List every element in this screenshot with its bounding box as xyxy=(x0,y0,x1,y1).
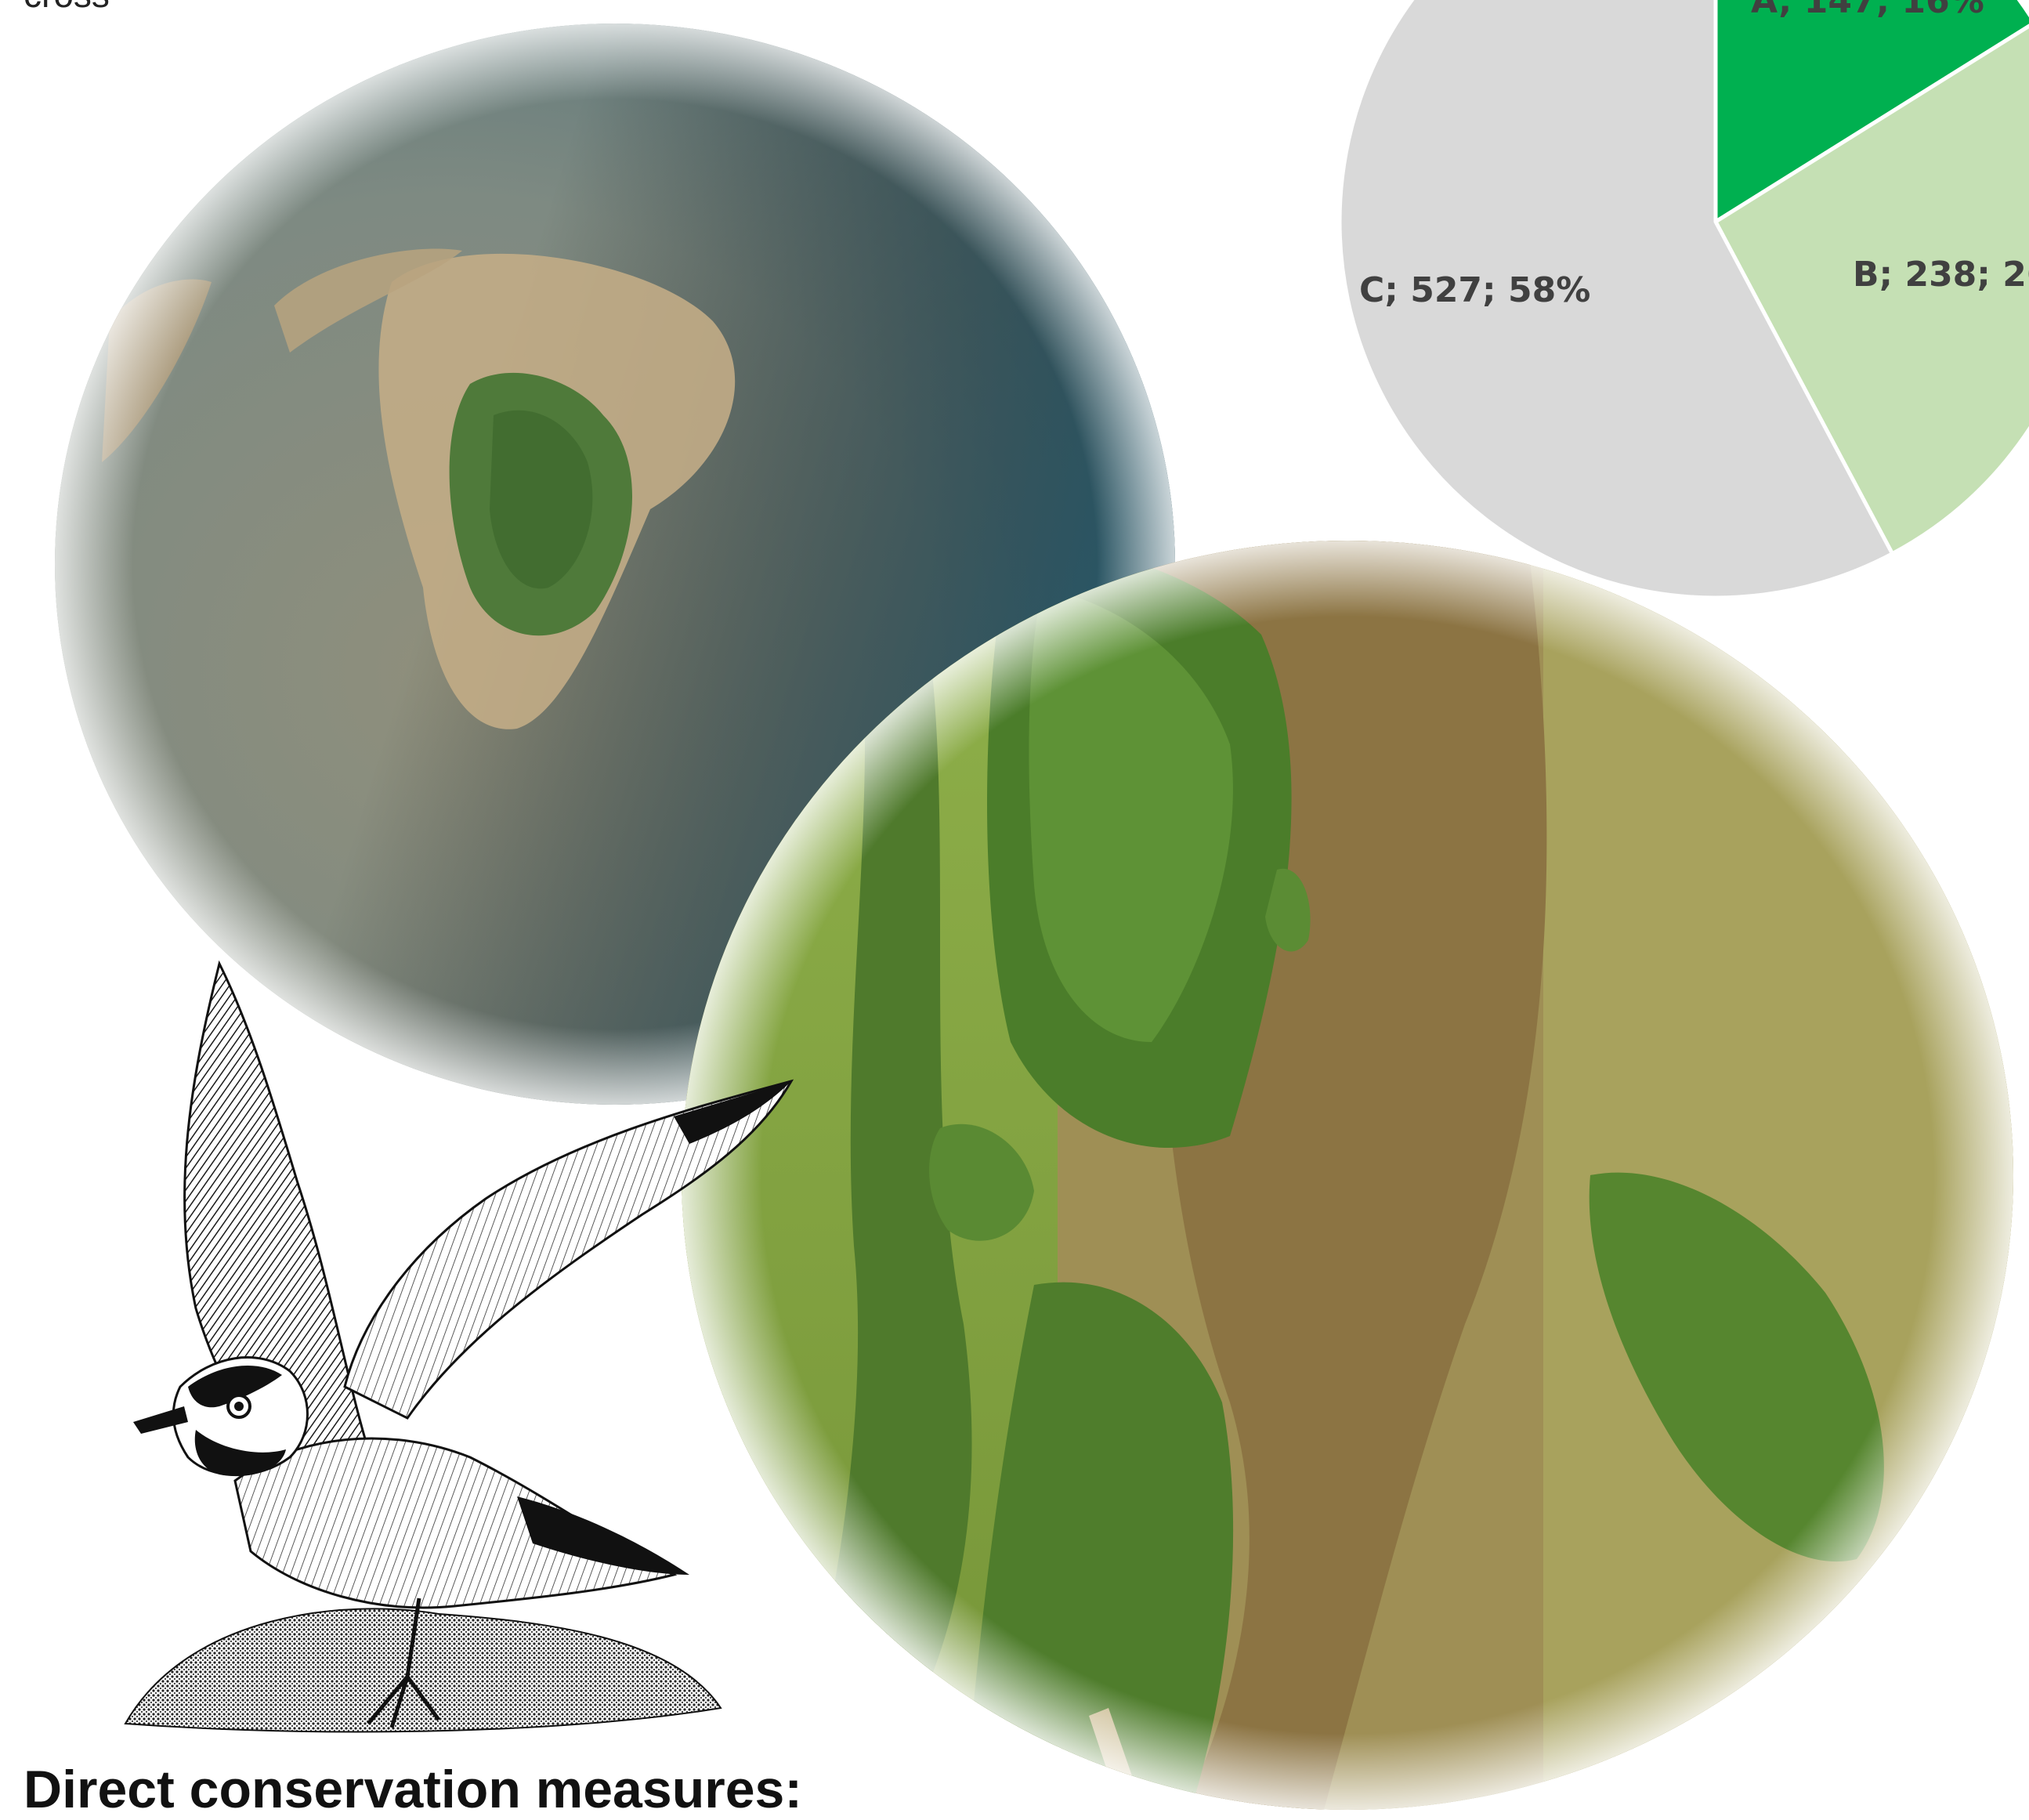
pie-slice-b xyxy=(1713,24,2029,557)
pie-label-b: B; 238; 26% xyxy=(1853,255,2029,295)
pie-label-c: C; 527; 58% xyxy=(1359,270,1590,310)
pie-slice-c xyxy=(1337,0,1895,600)
river-islands-aerial-photo xyxy=(682,541,2013,1810)
top-caption-fragment: cross xyxy=(24,0,110,16)
pie-label-a: A; 147; 16% xyxy=(1751,0,1984,21)
pie-chart-svg: A; 147; 16% B; 238; 26% C; 527; 58% xyxy=(1337,0,2029,600)
pie-chart: A; 147; 16% B; 238; 26% C; 527; 58% xyxy=(0,0,2029,627)
little-ringed-plover-drawing xyxy=(110,948,830,1755)
pie-slice-a xyxy=(1713,0,2029,226)
section-heading: Direct conservation measures: xyxy=(24,1760,802,1819)
